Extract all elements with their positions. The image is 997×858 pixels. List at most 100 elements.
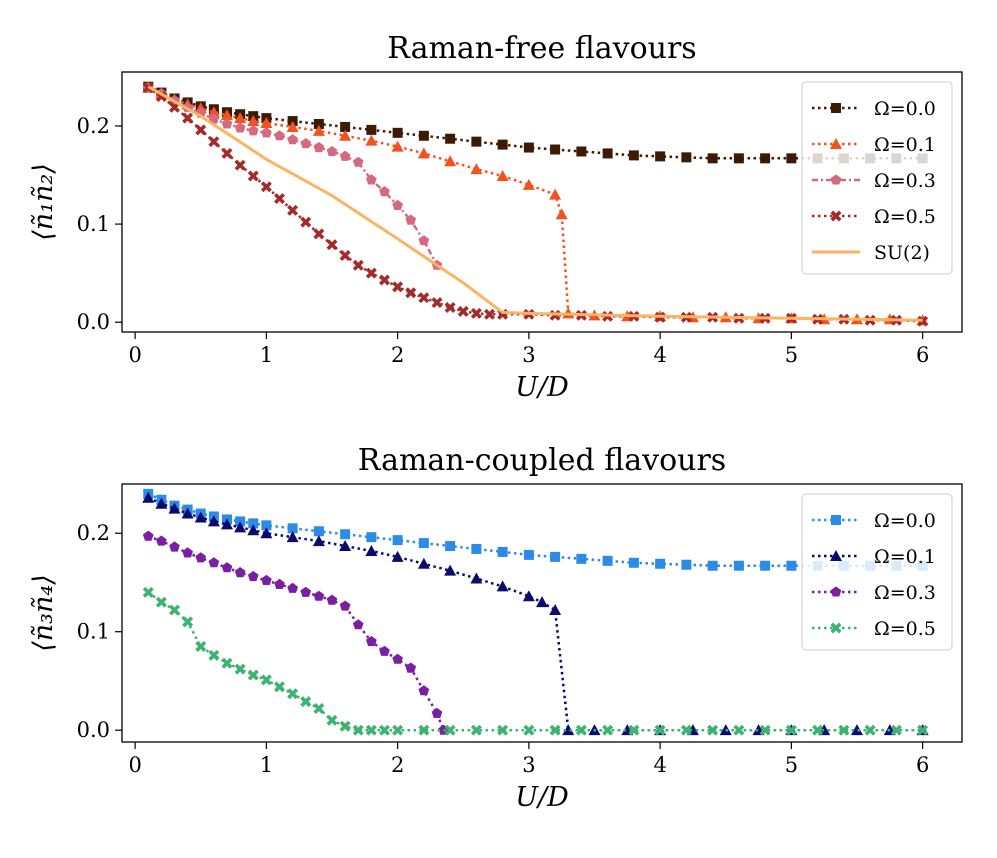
data-point [392,535,403,546]
series-5 [147,85,923,322]
data-point [760,560,771,571]
data-point [181,507,194,519]
data-point [417,557,430,569]
data-point [195,124,207,136]
y-tick-label: 0.1 [77,212,110,236]
data-point [208,113,220,124]
data-point [261,574,272,585]
data-point [352,619,364,630]
data-point [549,604,562,616]
data-point [470,163,483,175]
x-tick-label: 6 [916,343,929,367]
data-point [470,307,482,319]
data-point [234,122,246,133]
data-point [182,112,194,124]
data-point [497,546,508,557]
legend-entry: Ω=0.5 [812,206,936,228]
x-tick-label: 2 [391,753,404,777]
chart-panel-2: Raman-coupled flavours 0 1 2 3 4 5 6 0.0 0.1 0.2 U/… [28,443,963,813]
data-point [313,526,324,537]
data-point [851,724,863,736]
data-point [365,724,377,736]
legend-box [801,493,953,651]
axes-frame [121,483,963,743]
data-point [418,292,430,304]
data-point [286,120,299,132]
data-point [654,724,666,736]
data-point [536,596,548,608]
legend-label: Ω=0.5 [874,618,936,640]
data-point [418,235,430,246]
legend-entry: SU(2) [812,242,930,264]
legend-label: Ω=0.3 [874,170,936,192]
data-point [274,681,285,693]
data-point [234,567,246,578]
data-point [444,301,456,313]
legend-box [801,81,953,275]
data-point [142,491,155,503]
x-axis-label: U/D [515,782,569,813]
data-point [391,140,404,152]
x-tick-label: 0 [128,753,141,777]
data-point [208,136,220,148]
data-point [313,590,325,601]
data-point [208,649,220,661]
legend-label: Ω=0.1 [874,546,936,568]
data-point [221,109,233,121]
data-point [326,145,338,156]
data-point [522,590,535,602]
data-point [917,724,929,736]
data-point [523,142,534,153]
data-point [417,147,430,159]
data-point [655,151,666,162]
x-tick-label: 5 [785,753,798,777]
data-point [340,529,351,540]
data-point [405,662,417,673]
data-point [260,117,273,129]
data-point [182,616,194,628]
data-point [326,714,338,726]
data-point [352,724,364,736]
data-point [418,130,429,141]
data-point [195,641,207,652]
y-axis-label: ⟨ñ₃ñ₄⟩ [28,574,59,652]
data-point [602,148,613,159]
data-point [221,147,233,159]
data-point [602,724,614,736]
data-point [312,124,325,136]
data-point [457,305,469,317]
data-point [392,199,403,210]
data-point [274,130,285,141]
data-point [431,297,443,309]
x-tick-label: 4 [653,753,666,777]
data-point [550,551,561,562]
data-point [300,586,312,597]
y-tick-label: 0.2 [77,521,110,545]
legend-label: Ω=0.0 [874,510,936,532]
data-point [313,228,325,240]
data-point [707,560,718,571]
legend-marker [830,550,842,561]
x-tick-label: 1 [260,753,273,777]
legend-marker [830,138,842,149]
axes-frame [121,71,963,333]
data-point [445,541,456,552]
data-point [405,287,417,299]
y-tick-label: 0.0 [77,310,110,334]
x-tick-label: 3 [522,343,535,367]
series-4 [142,586,929,736]
data-point [392,653,403,664]
legend-marker [831,515,841,525]
data-point [287,523,298,534]
data-point [786,153,797,164]
data-point [339,150,351,161]
legend: Ω=0.0 Ω=0.1 Ω=0.3 Ω=0.5 [801,493,953,651]
data-point [497,139,508,150]
x-tick-label: 3 [522,753,535,777]
data-point [628,724,640,736]
data-point [523,549,534,560]
data-point [812,724,824,736]
data-point [247,669,259,681]
data-point [339,129,352,141]
data-point [300,216,312,228]
